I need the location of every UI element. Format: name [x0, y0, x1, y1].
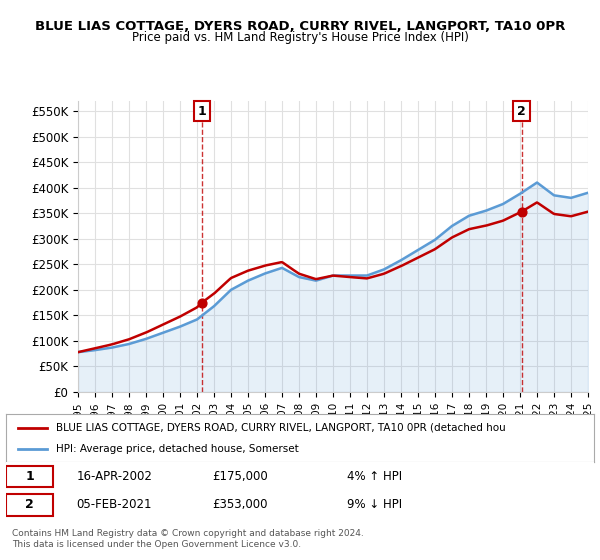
- Point: [197, 298, 207, 307]
- Text: 1: 1: [25, 470, 34, 483]
- Text: BLUE LIAS COTTAGE, DYERS ROAD, CURRY RIVEL, LANGPORT, TA10 0PR: BLUE LIAS COTTAGE, DYERS ROAD, CURRY RIV…: [35, 20, 565, 32]
- Text: 2: 2: [517, 105, 526, 118]
- Text: 05-FEB-2021: 05-FEB-2021: [77, 498, 152, 511]
- Text: BLUE LIAS COTTAGE, DYERS ROAD, CURRY RIVEL, LANGPORT, TA10 0PR (detached hou: BLUE LIAS COTTAGE, DYERS ROAD, CURRY RIV…: [56, 423, 506, 433]
- Text: 1: 1: [197, 105, 206, 118]
- Text: 16-APR-2002: 16-APR-2002: [77, 470, 152, 483]
- Text: £353,000: £353,000: [212, 498, 267, 511]
- Text: £175,000: £175,000: [212, 470, 268, 483]
- FancyBboxPatch shape: [6, 465, 53, 487]
- Point: [517, 207, 526, 216]
- Text: HPI: Average price, detached house, Somerset: HPI: Average price, detached house, Some…: [56, 444, 299, 454]
- Text: 2: 2: [25, 498, 34, 511]
- Text: Price paid vs. HM Land Registry's House Price Index (HPI): Price paid vs. HM Land Registry's House …: [131, 31, 469, 44]
- Text: Contains HM Land Registry data © Crown copyright and database right 2024.
This d: Contains HM Land Registry data © Crown c…: [12, 529, 364, 549]
- Text: 4% ↑ HPI: 4% ↑ HPI: [347, 470, 402, 483]
- Text: 9% ↓ HPI: 9% ↓ HPI: [347, 498, 402, 511]
- FancyBboxPatch shape: [6, 494, 53, 516]
